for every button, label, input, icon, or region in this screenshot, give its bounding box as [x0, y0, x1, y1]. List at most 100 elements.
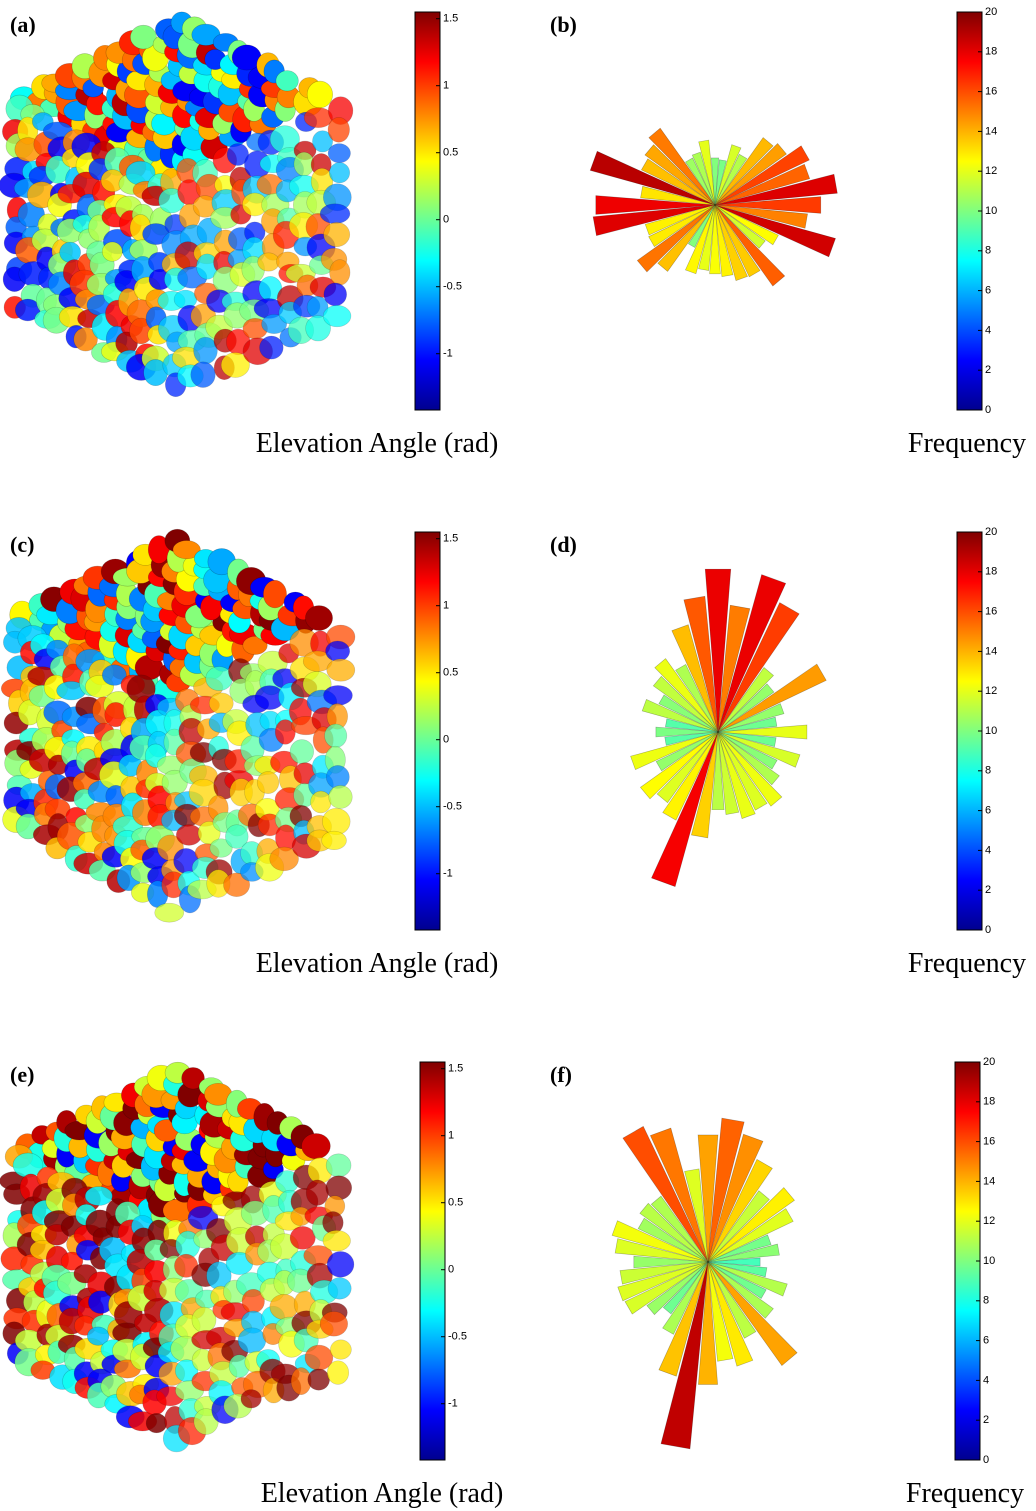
particle	[270, 1294, 298, 1319]
colorbar-tick-label: 18	[985, 566, 997, 578]
colorbar-tick-label: 4	[985, 844, 991, 856]
colorbar-tick-label: 8	[983, 1295, 989, 1307]
colorbar-tick-label: 18	[983, 1096, 995, 1108]
particle	[307, 81, 333, 108]
colorbar-tick-label: 14	[985, 125, 997, 137]
panel-label: (d)	[550, 532, 577, 557]
particle	[329, 785, 353, 808]
colorbar-tick-label: 4	[983, 1374, 989, 1386]
colorbar-label: Frequency	[908, 428, 1026, 459]
colorbar-label: Elevation Angle (rad)	[256, 428, 499, 459]
particle	[238, 1328, 266, 1353]
colorbar-tick-label: 8	[985, 245, 991, 257]
particle	[327, 1361, 348, 1385]
rose-diagram	[612, 1118, 797, 1449]
panel-label: (a)	[10, 12, 36, 37]
colorbar-tick-label: -0.5	[448, 1331, 467, 1343]
colorbar-tick-label: 10	[985, 205, 997, 217]
colorbar-tick-label: 0	[983, 1454, 989, 1466]
particle	[176, 825, 201, 846]
colorbar-tick-label: 1.5	[443, 13, 458, 25]
rose-diagram	[590, 128, 837, 286]
particle	[85, 1187, 112, 1206]
particle	[328, 117, 350, 142]
figure: (a) 1.5 1 0.5 0 -0.5 -1 Elevation Angle (rad) (b…	[0, 0, 1036, 1511]
colorbar-tick-label: 1.5	[448, 1063, 463, 1075]
particle	[305, 606, 332, 631]
colorbar-tick-label: 6	[985, 805, 991, 817]
colorbar-label: Elevation Angle (rad)	[261, 1478, 504, 1509]
particle	[260, 336, 284, 359]
particle	[130, 25, 156, 49]
colorbar-tick-label: 20	[985, 6, 997, 18]
particle	[322, 808, 350, 835]
particle	[330, 1340, 351, 1359]
colorbar-tick-label: 2	[985, 884, 991, 896]
particle	[191, 362, 216, 388]
colorbar-tick-label: 8	[985, 765, 991, 777]
particle	[60, 242, 81, 262]
particle	[324, 283, 347, 306]
colorbar-tick-label: 0	[443, 734, 449, 746]
particle	[102, 242, 122, 261]
panel-label: (e)	[10, 1062, 34, 1087]
particle	[323, 685, 352, 705]
colorbar-tick-label: 20	[983, 1056, 995, 1068]
colorbar-tick-label: 1	[448, 1130, 454, 1142]
colorbar-tick-label: 14	[983, 1175, 995, 1187]
particle	[155, 903, 184, 922]
colorbar-tick-label: -1	[443, 348, 453, 360]
particle	[302, 1133, 331, 1158]
colorbar	[415, 12, 440, 410]
particle	[146, 1413, 167, 1432]
colorbar-tick-label: 0.5	[443, 667, 458, 679]
particle	[329, 163, 349, 183]
particle-cube	[0, 12, 353, 397]
colorbar-tick-label: 16	[983, 1136, 995, 1148]
particle	[290, 1226, 315, 1249]
particle	[324, 222, 350, 246]
particle	[290, 740, 314, 764]
colorbar-tick-label: 10	[985, 725, 997, 737]
particle	[325, 724, 347, 748]
colorbar-tick-label: 10	[983, 1255, 995, 1267]
particle-cube	[1, 529, 355, 922]
panel-label: (f)	[550, 1062, 572, 1087]
rose-diagram	[631, 569, 827, 886]
particle	[306, 1180, 328, 1206]
particle	[323, 1230, 351, 1251]
colorbar-tick-label: 0	[985, 404, 991, 416]
colorbar-tick-label: 0.5	[443, 147, 458, 159]
particle	[322, 831, 347, 850]
particle	[326, 1154, 351, 1177]
particle	[326, 765, 349, 788]
colorbar-tick-label: 20	[985, 526, 997, 538]
colorbar	[420, 1062, 445, 1460]
colorbar-tick-label: 0	[985, 924, 991, 936]
colorbar-tick-label: 1.5	[443, 533, 458, 545]
colorbar-tick-label: 1	[443, 600, 449, 612]
colorbar-tick-label: 0.5	[448, 1197, 463, 1209]
colorbar-tick-label: 1	[443, 80, 449, 92]
particle	[241, 1390, 261, 1408]
particle-cube	[0, 1062, 354, 1452]
panel-label: (b)	[550, 12, 577, 37]
colorbar-tick-label: 2	[985, 364, 991, 376]
particle	[327, 1251, 354, 1277]
particle	[308, 1369, 330, 1390]
colorbar-tick-label: 12	[985, 165, 997, 177]
particle	[328, 1278, 351, 1300]
particle	[257, 771, 279, 793]
colorbar-tick-label: 14	[985, 645, 997, 657]
colorbar-tick-label: 16	[985, 86, 997, 98]
particle	[328, 144, 350, 163]
panel-label: (c)	[10, 532, 34, 557]
colorbar-tick-label: -0.5	[443, 281, 462, 293]
particle	[323, 305, 351, 326]
colorbar-tick-label: 12	[983, 1215, 995, 1227]
colorbar-tick-label: -1	[443, 868, 453, 880]
colorbar-tick-label: 0	[448, 1264, 454, 1276]
colorbar-label: Elevation Angle (rad)	[256, 948, 499, 979]
particle	[320, 204, 350, 224]
particle	[327, 659, 355, 681]
